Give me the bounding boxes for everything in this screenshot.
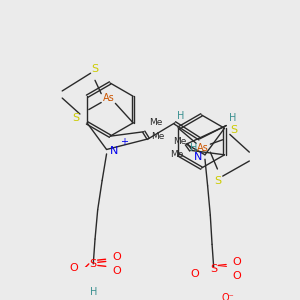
Text: Me: Me bbox=[170, 150, 183, 159]
Text: N: N bbox=[110, 146, 118, 156]
Text: O: O bbox=[112, 252, 121, 262]
Text: S: S bbox=[231, 125, 238, 135]
Text: As: As bbox=[102, 93, 114, 103]
Text: As: As bbox=[197, 143, 209, 153]
Text: Me: Me bbox=[151, 132, 165, 141]
Text: O: O bbox=[232, 271, 241, 281]
Text: O: O bbox=[69, 263, 78, 273]
Text: S: S bbox=[210, 264, 218, 274]
Text: H: H bbox=[229, 113, 236, 123]
Text: Me: Me bbox=[173, 137, 187, 146]
Text: S: S bbox=[90, 259, 97, 269]
Text: H: H bbox=[90, 287, 97, 297]
Text: Me: Me bbox=[148, 118, 162, 127]
Text: H: H bbox=[177, 111, 185, 121]
Text: H: H bbox=[190, 143, 197, 153]
Text: +: + bbox=[120, 137, 128, 147]
Text: O: O bbox=[190, 268, 199, 279]
Text: N: N bbox=[194, 152, 202, 162]
Text: S: S bbox=[72, 113, 79, 123]
Text: S: S bbox=[215, 176, 222, 186]
Text: O⁻: O⁻ bbox=[222, 292, 234, 300]
Text: O: O bbox=[112, 266, 121, 276]
Text: O: O bbox=[232, 257, 241, 267]
Text: S: S bbox=[92, 64, 99, 74]
